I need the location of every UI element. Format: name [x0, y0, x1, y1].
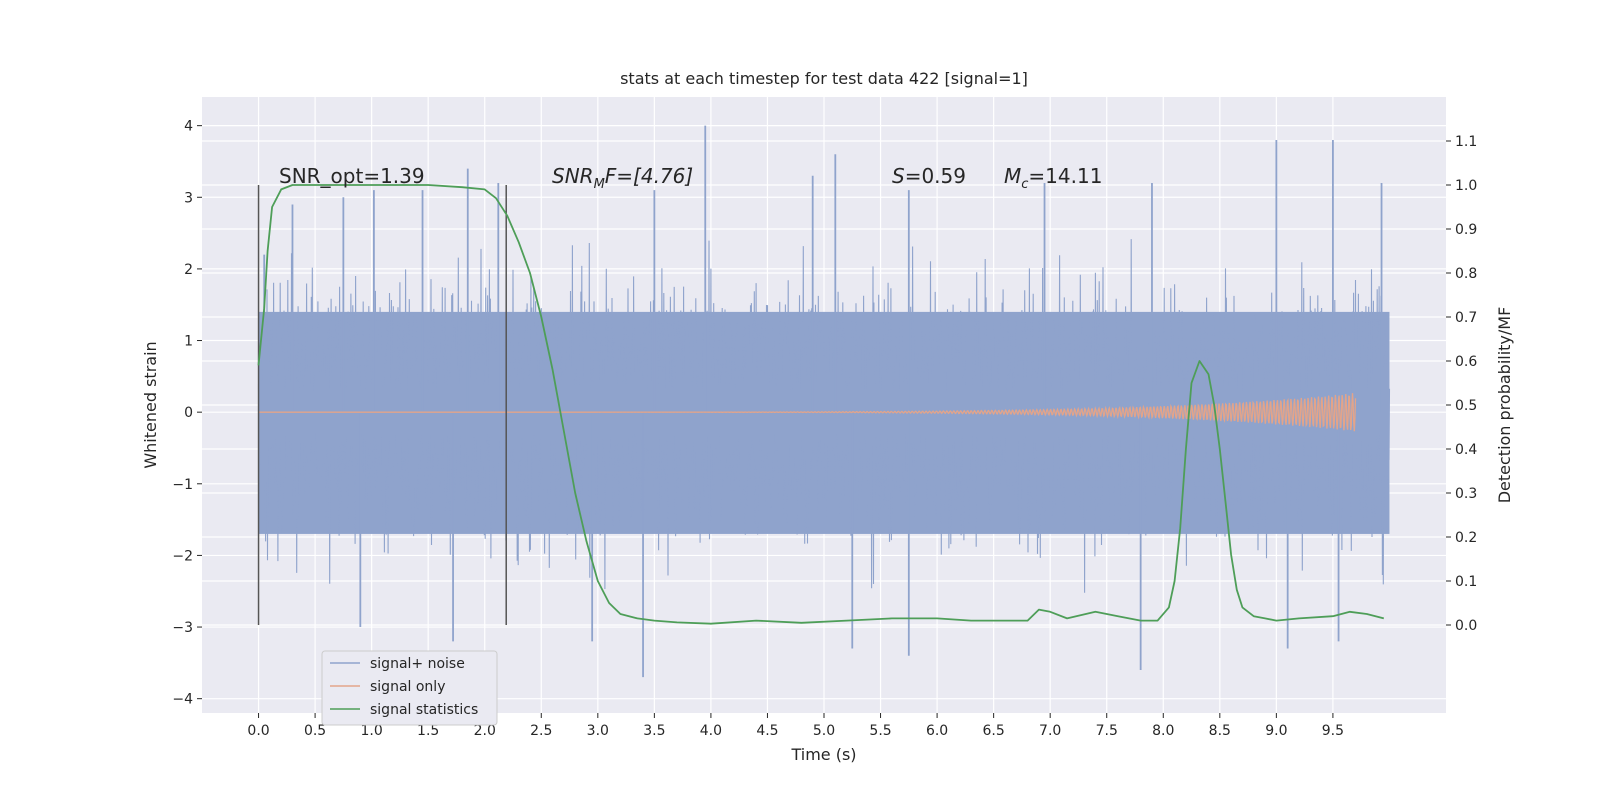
signal-statistics-line	[257, 184, 1385, 625]
y-right-tick-label: 0.3	[1455, 486, 1477, 502]
x-tick-label: 8.5	[1209, 723, 1231, 739]
annotation-mc: Mc=14.11	[1004, 164, 1102, 192]
x-tick-label: 5.5	[869, 723, 891, 739]
y-right-tick-label: 0.2	[1455, 530, 1477, 546]
x-axis-ticks: 0.0 0.5 1.0 1.5 2.0 2.5 3.0 3.5 4.0 4.5 5.0 5.5 6.0 6…	[247, 713, 1344, 739]
y-right-tick-label: 0.4	[1455, 442, 1477, 458]
signal-statistics-series	[257, 184, 1385, 625]
y-right-tick-label: 0.9	[1455, 222, 1477, 238]
y-left-tick-label: 4	[184, 119, 193, 135]
y-right-tick-label: 0.5	[1455, 398, 1477, 414]
noise-trace	[257, 239, 1391, 593]
y-left-tick-label: 0	[184, 405, 193, 421]
y-left-tick-label: −4	[172, 692, 193, 708]
snr-mf-tail: F=[4.76]	[605, 164, 693, 188]
legend-label-signal-only: signal only	[370, 679, 445, 695]
y-right-tick-label: 0.0	[1455, 618, 1477, 634]
mc-tail: =14.11	[1028, 164, 1102, 188]
x-tick-label: 6.5	[983, 723, 1005, 739]
x-tick-label: 9.5	[1322, 723, 1344, 739]
x-tick-label: 2.0	[474, 723, 496, 739]
x-tick-label: 6.0	[926, 723, 948, 739]
s-tail: =0.59	[905, 164, 966, 188]
x-tick-label: 9.0	[1265, 723, 1287, 739]
snr-mf-main: SNR	[552, 164, 594, 188]
x-tick-label: 0.5	[304, 723, 326, 739]
x-tick-label: 3.0	[587, 723, 609, 739]
vertical-markers	[257, 185, 507, 625]
x-tick-label: 4.0	[700, 723, 722, 739]
x-tick-label: 2.5	[530, 723, 552, 739]
x-axis-label: Time (s)	[790, 745, 856, 764]
y-right-tick-label: 1.1	[1455, 134, 1477, 150]
y-left-tick-label: 2	[184, 262, 193, 278]
x-tick-label: 1.5	[417, 723, 439, 739]
y-left-tick-label: −1	[172, 477, 193, 493]
y-right-tick-label: 0.8	[1455, 266, 1477, 282]
y-left-tick-label: −3	[172, 620, 193, 636]
annotation-snr-mf: SNRMF=[4.76]	[552, 164, 693, 192]
y-left-axis-ticks: 4 3 2 1 0 −1 −2 −3 −4	[172, 119, 202, 708]
x-tick-label: 7.0	[1039, 723, 1061, 739]
y-right-tick-label: 0.7	[1455, 310, 1477, 326]
x-tick-label: 4.5	[756, 723, 778, 739]
x-tick-label: 7.5	[1096, 723, 1118, 739]
signal-only-trace	[258, 393, 1357, 432]
y-right-tick-label: 1.0	[1455, 178, 1477, 194]
annotation-s: S=0.59	[892, 164, 966, 188]
x-tick-label: 3.5	[643, 723, 665, 739]
x-tick-label: 8.0	[1152, 723, 1174, 739]
y-left-tick-label: 3	[184, 190, 193, 206]
y-right-tick-label: 0.6	[1455, 354, 1477, 370]
legend-label-signal-statistics: signal statistics	[370, 702, 478, 718]
legend-box	[321, 650, 498, 726]
y-right-axis-ticks: 1.1 1.0 0.9 0.8 0.7 0.6 0.5 0.4 0.3 0.2 0.1 0.0	[1446, 134, 1477, 634]
annotation-snr-opt: SNR_opt=1.39	[279, 164, 425, 188]
y-right-axis-label: Detection probability/MF	[1495, 307, 1514, 504]
y-left-axis-label: Whitened strain	[141, 341, 160, 468]
mc-main: M	[1004, 164, 1021, 188]
legend: signal+ noise signal only signal statist…	[321, 650, 498, 726]
legend-label-signal-noise: signal+ noise	[370, 656, 465, 672]
x-tick-label: 0.0	[247, 723, 269, 739]
mc-sub: c	[1021, 177, 1028, 192]
y-right-tick-label: 0.1	[1455, 574, 1477, 590]
y-left-tick-label: 1	[184, 334, 193, 350]
s-main: S	[892, 164, 905, 188]
chart-title: stats at each timestep for test data 422…	[620, 69, 1028, 88]
y-left-tick-label: −2	[172, 548, 193, 564]
x-tick-label: 5.0	[813, 723, 835, 739]
signal-only-series	[258, 393, 1357, 432]
signal-noise-series	[257, 125, 1391, 678]
snr-mf-sub: M	[594, 177, 605, 192]
x-tick-label: 1.0	[361, 723, 383, 739]
